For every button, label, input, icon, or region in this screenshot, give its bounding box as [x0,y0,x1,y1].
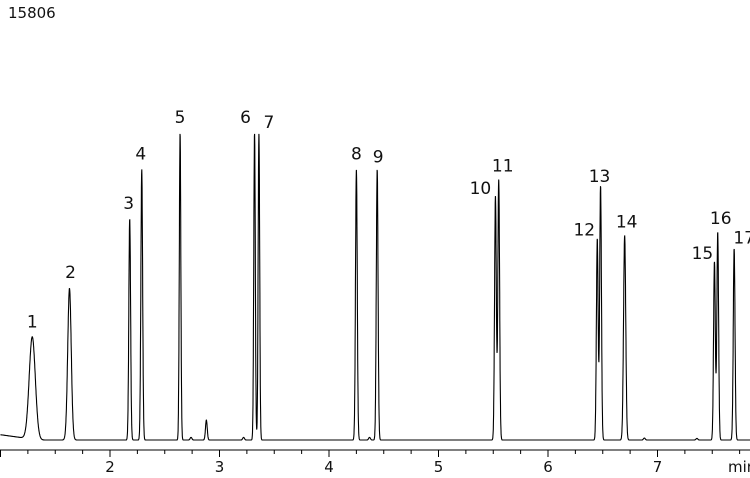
peak-label: 3 [123,194,134,214]
x-tick-label: 5 [434,458,444,476]
peak-label: 1 [27,313,38,333]
peak-label: 12 [573,221,595,241]
chart-title: 15806 [8,4,56,22]
x-axis-unit-label: min [728,458,750,476]
x-tick-label: 7 [653,458,663,476]
peak-label: 15 [692,244,714,264]
peak-label: 4 [135,144,146,164]
peak-label: 16 [710,209,732,229]
x-tick-label: 3 [215,458,225,476]
peak-label: 6 [240,108,251,128]
peak-label: 5 [175,108,186,128]
peak-label: 17 [733,229,750,249]
plot-area [0,133,750,451]
peak-label: 8 [351,144,362,164]
peak-label: 13 [589,167,611,187]
peak-label: 9 [373,147,384,167]
chromatogram-trace [0,133,750,441]
x-tick-label: 6 [543,458,553,476]
peak-label: 11 [492,156,514,176]
peak-label: 2 [65,263,76,283]
x-axis-ticks: 2 3 4 5 6 7 [0,450,741,476]
peak-label: 7 [264,113,275,133]
x-tick-label: 4 [324,458,334,476]
x-tick-label: 2 [105,458,115,476]
peak-label: 10 [470,179,492,199]
peak-label: 14 [616,212,638,232]
